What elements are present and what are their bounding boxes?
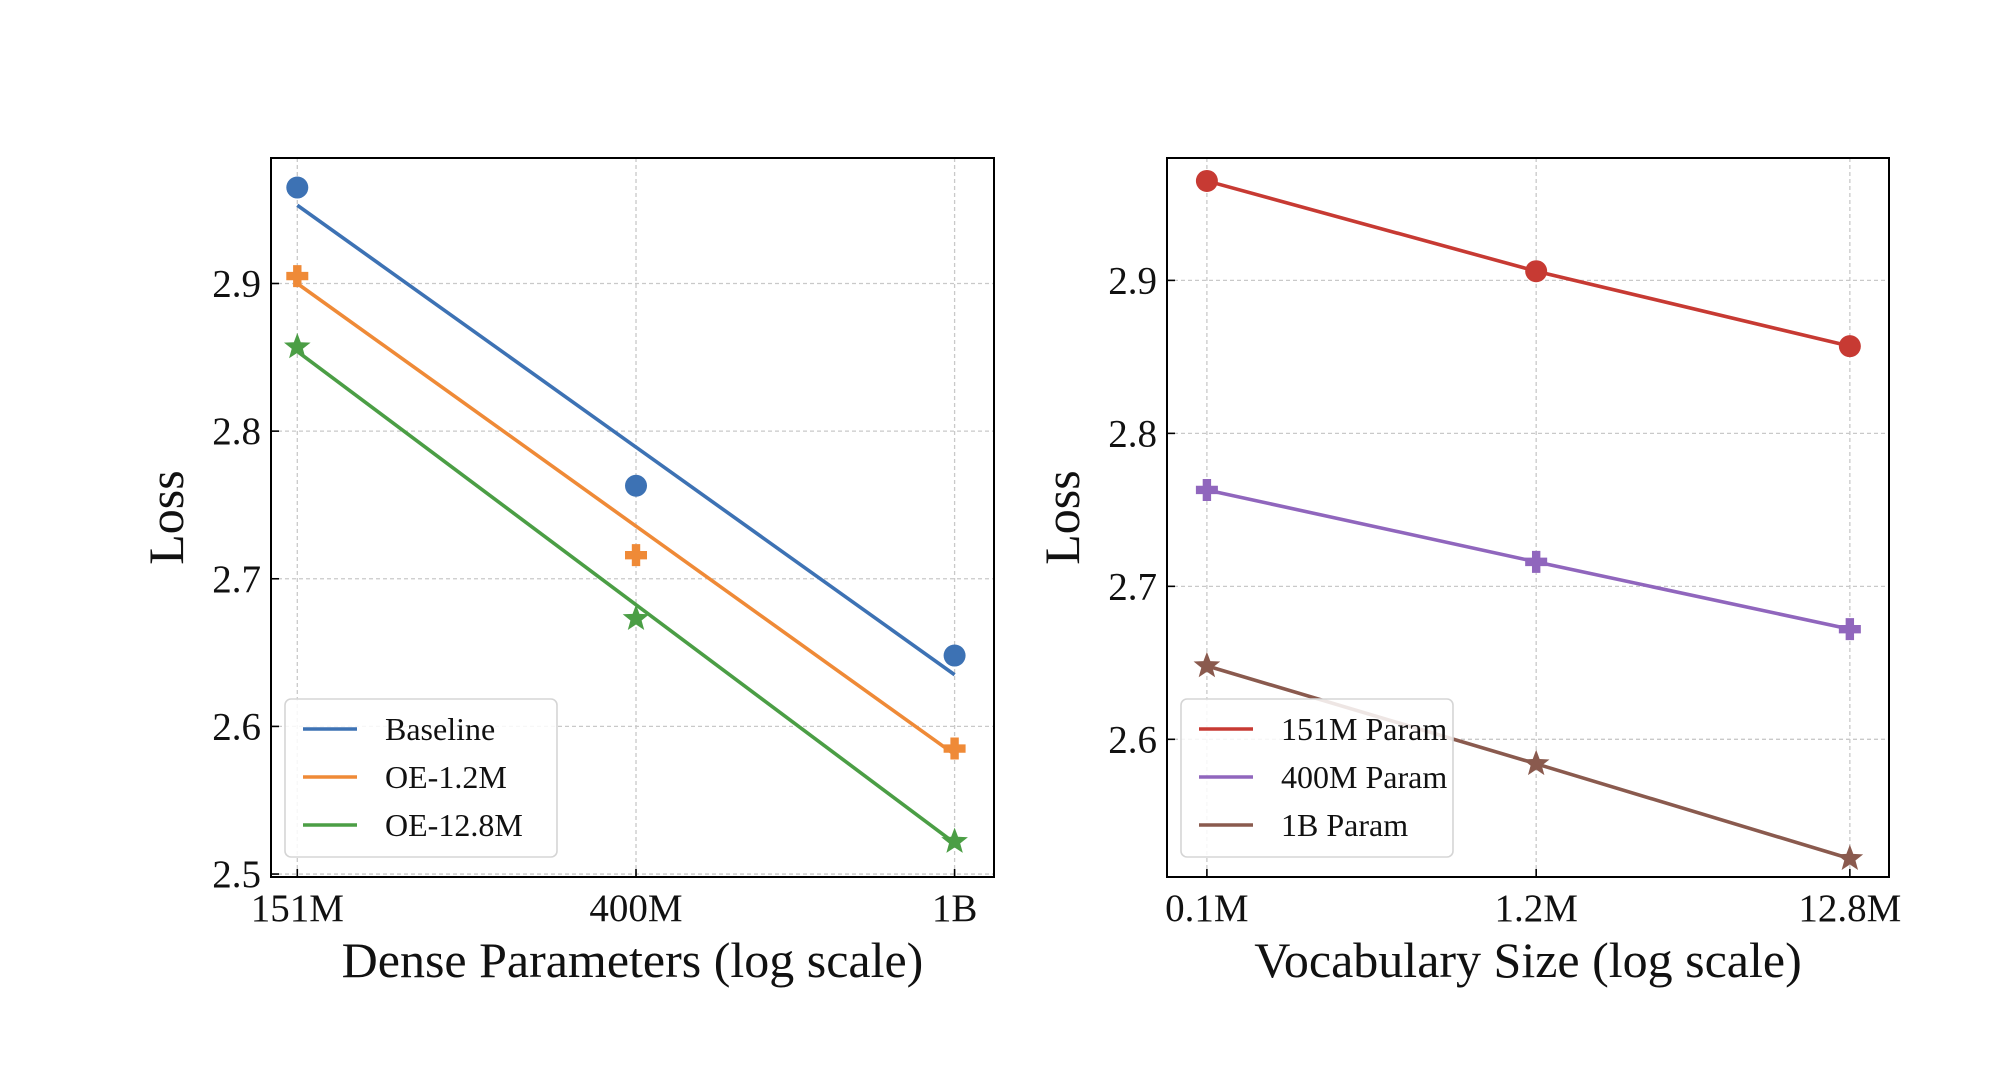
data-point-1b-param — [1836, 844, 1864, 870]
plot-frame — [1166, 157, 1890, 878]
data-point-baseline — [943, 644, 966, 667]
data-point-oe-1-2m — [286, 265, 309, 288]
legend: 151M Param 400M Param 1B Param — [1180, 698, 1454, 858]
data-point-1b-param — [1522, 749, 1550, 776]
series-line-oe-1-2m — [296, 282, 956, 756]
legend-label-baseline: Baseline — [385, 711, 495, 747]
y-tick-label: 2.9 — [212, 262, 261, 305]
data-point-oe-1-2m — [625, 544, 648, 567]
legend-label-1b-param: 1B Param — [1281, 807, 1408, 843]
data-points — [1193, 169, 1864, 870]
x-tick-label: 1.2M — [1494, 887, 1577, 930]
x-tick-label: 12.8M — [1798, 887, 1901, 930]
data-point-400m-param — [1838, 618, 1861, 641]
data-point-151m-param — [1838, 335, 1861, 358]
data-point-400m-param — [1195, 478, 1218, 501]
series-lines — [296, 203, 956, 845]
y-tick-label: 2.5 — [212, 853, 261, 896]
x-tick-label: 1B — [932, 887, 978, 930]
y-tick-label: 2.8 — [212, 410, 261, 453]
series-line-oe-12-8m — [296, 349, 956, 845]
series-line-baseline — [296, 203, 956, 677]
y-tick-label: 2.6 — [1108, 718, 1157, 761]
data-point-1b-param — [1193, 651, 1221, 678]
x-tick-label: 0.1M — [1165, 887, 1248, 930]
chart-panel-vocabulary-size: 0.1M 1.2M 12.8M 2.6 2.7 2.8 2.9 Vocabulary Size… — [1034, 157, 1901, 988]
y-tick-label: 2.7 — [1108, 565, 1157, 608]
legend-label-400m-param: 400M Param — [1281, 759, 1447, 795]
data-point-oe-12-8m — [283, 332, 311, 359]
y-tick-label: 2.9 — [1108, 259, 1157, 302]
data-point-400m-param — [1525, 550, 1548, 573]
x-tick-label: 151M — [251, 887, 344, 930]
legend-label-151m-param: 151M Param — [1281, 711, 1447, 747]
legend-label-oe-1-2m: OE-1.2M — [385, 759, 507, 795]
data-point-151m-param — [1195, 169, 1218, 192]
legend-box — [1180, 698, 1454, 858]
x-tick-label: 400M — [589, 887, 682, 930]
y-axis-title: Loss — [138, 470, 194, 564]
legend-label-oe-12-8m: OE-12.8M — [385, 807, 523, 843]
data-point-baseline — [286, 176, 309, 199]
data-points — [283, 176, 968, 853]
legend: Baseline OE-1.2M OE-12.8M — [284, 698, 558, 858]
data-point-151m-param — [1525, 260, 1548, 283]
y-tick-label: 2.6 — [212, 705, 261, 748]
x-axis-title: Vocabulary Size (log scale) — [1254, 932, 1802, 988]
y-tick-label: 2.7 — [212, 558, 261, 601]
data-point-oe-1-2m — [943, 737, 966, 760]
y-axis-title: Loss — [1034, 470, 1090, 564]
x-axis-title: Dense Parameters (log scale) — [342, 932, 924, 988]
data-point-oe-12-8m — [941, 827, 968, 853]
plot-frame — [270, 157, 995, 878]
data-point-oe-12-8m — [622, 604, 650, 630]
data-point-baseline — [625, 474, 648, 497]
grid — [271, 158, 994, 877]
y-tick-label: 2.8 — [1108, 412, 1157, 455]
legend-box — [284, 698, 558, 858]
chart-panel-dense-parameters: 151M 400M 1B 2.5 2.6 2.7 2.8 2.9 Dense Parameter… — [138, 157, 995, 988]
